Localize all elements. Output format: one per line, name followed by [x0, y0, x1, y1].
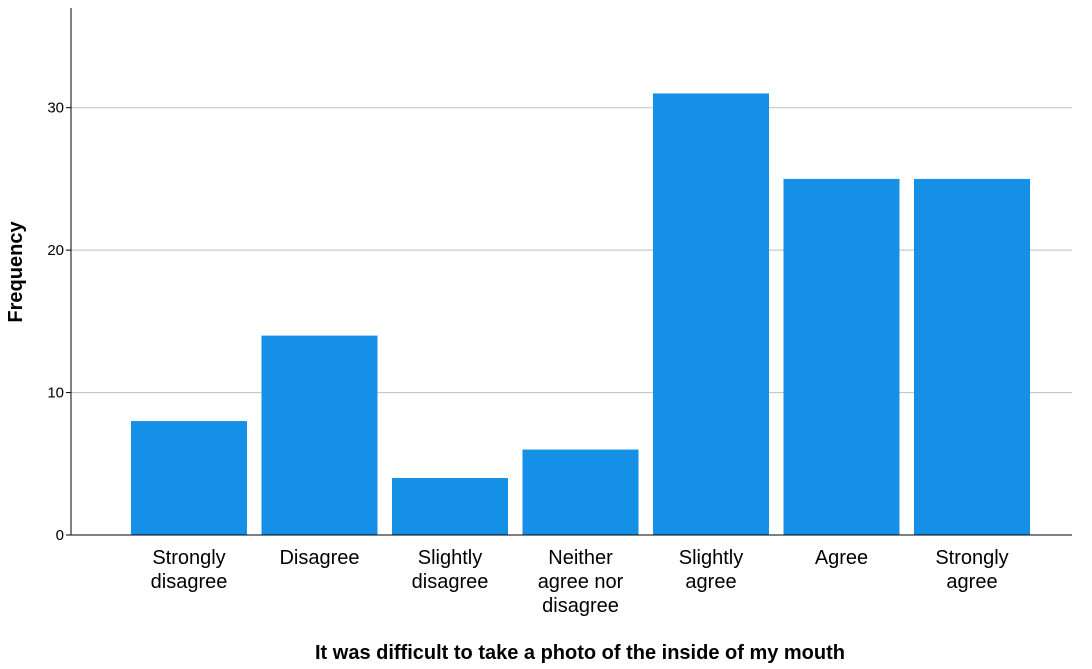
- x-axis-title: It was difficult to take a photo of the …: [315, 642, 845, 664]
- bars: [131, 93, 1030, 535]
- x-tick-label-line: Slightly: [679, 547, 743, 569]
- bar: [522, 449, 639, 535]
- bar: [392, 478, 508, 535]
- x-tick-label: Slightly disagree: [412, 547, 489, 593]
- axes: [70, 8, 1072, 536]
- x-tick-label-line: disagree: [151, 571, 228, 593]
- bar: [261, 335, 378, 535]
- x-tick-label: Disagree: [279, 547, 359, 569]
- bar: [653, 93, 769, 535]
- y-tick-labels: 0 10 20 30: [47, 100, 71, 544]
- x-tick-label: Neither agree nor disagree: [538, 547, 624, 617]
- x-tick-label-line: agree: [685, 571, 736, 593]
- x-tick-label: Agree: [815, 547, 868, 569]
- x-tick-label-line: Neither: [548, 547, 613, 569]
- bar: [783, 178, 900, 535]
- y-tick-label: 0: [56, 527, 64, 544]
- x-tick-label-line: Slightly: [418, 547, 482, 569]
- x-tick-label-line: agree nor: [538, 571, 624, 593]
- bar: [914, 178, 1030, 535]
- x-tick-label-line: Disagree: [279, 547, 359, 569]
- x-tick-label: Strongly agree: [935, 547, 1008, 593]
- y-tick-label: 20: [47, 242, 64, 259]
- x-tick-label-line: disagree: [412, 571, 489, 593]
- x-tick-label-line: agree: [946, 571, 997, 593]
- x-tick-label: Slightly agree: [679, 547, 743, 593]
- y-tick-label: 30: [47, 100, 64, 117]
- x-tick-label-line: disagree: [542, 595, 619, 617]
- bar: [131, 421, 247, 535]
- y-axis-title: Frequency: [5, 221, 27, 323]
- x-tick-label-line: Strongly: [152, 547, 225, 569]
- gridlines: [71, 107, 1072, 394]
- x-tick-label-line: Agree: [815, 547, 868, 569]
- x-tick-label: Strongly disagree: [151, 547, 228, 593]
- x-tick-label-line: Strongly: [935, 547, 1008, 569]
- y-tick-label: 10: [47, 385, 64, 402]
